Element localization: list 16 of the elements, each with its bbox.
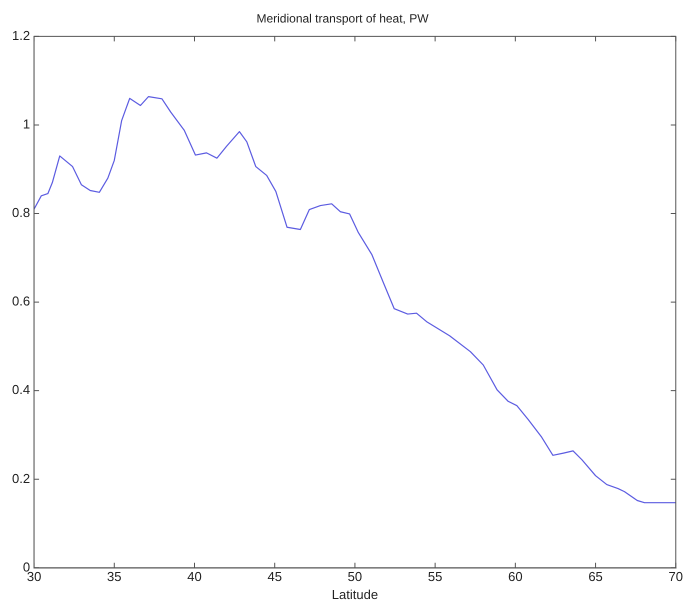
x-tick-label: 60: [508, 569, 523, 584]
x-tick-label: 35: [107, 569, 122, 584]
chart-title: Meridional transport of heat, PW: [256, 12, 430, 26]
x-tick-label: 70: [668, 569, 684, 584]
x-tick-label: 50: [348, 569, 362, 584]
x-tick-label: 65: [588, 569, 603, 584]
x-tick-label: 55: [428, 569, 442, 584]
y-tick-label: 1: [22, 116, 30, 132]
y-tick-label: 1.2: [12, 28, 30, 43]
x-axis-title: Latitude: [332, 586, 378, 602]
y-tick-label: 0.2: [12, 470, 30, 486]
y-tick-label: 0.8: [12, 205, 30, 220]
y-tick-label: 0.4: [12, 382, 30, 398]
x-tick-label: 45: [267, 569, 282, 584]
x-tick-label: 40: [187, 569, 202, 584]
y-tick-label: 0.6: [12, 294, 30, 309]
